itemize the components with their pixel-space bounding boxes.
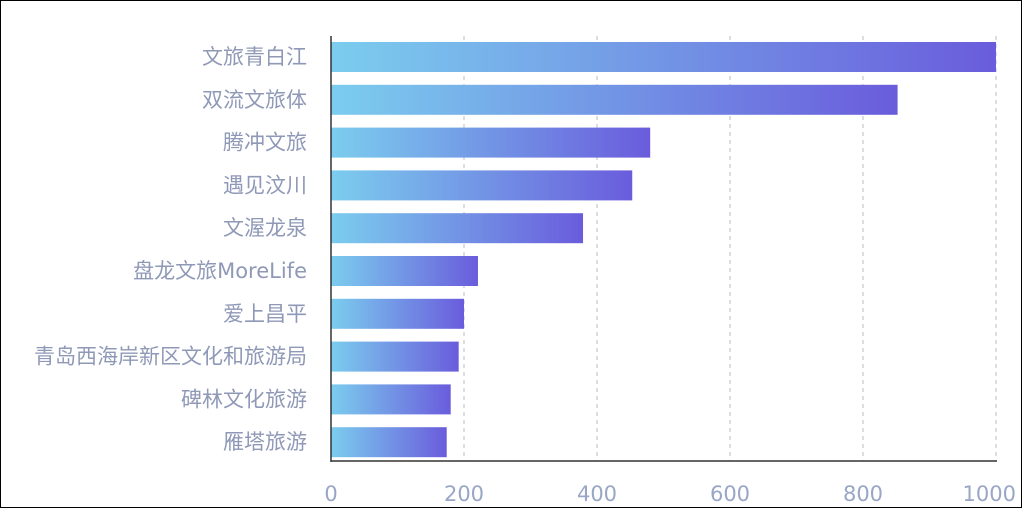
bar <box>331 84 898 115</box>
axes <box>330 36 997 462</box>
category-label: 腾冲文旅 <box>223 131 307 155</box>
category-label: 碑林文化旅游 <box>181 387 307 411</box>
x-tick-label: 0 <box>324 482 337 506</box>
bar <box>331 427 447 458</box>
bar <box>331 213 584 244</box>
bar <box>331 42 996 72</box>
x-tick-label: 400 <box>577 482 617 506</box>
bar <box>331 127 651 158</box>
x-tick-label: 600 <box>710 482 750 506</box>
category-label: 遇见汶川 <box>223 173 307 197</box>
category-label: 青岛西海岸新区文化和旅游局 <box>34 345 307 369</box>
x-tick-label: 800 <box>843 482 883 506</box>
category-label: 雁塔旅游 <box>223 430 307 454</box>
category-label: 双流文旅体 <box>202 88 307 112</box>
x-tick-labels: 0 200 400 600 800 1000 <box>324 482 1016 506</box>
category-label: 文渥龙泉 <box>223 216 307 240</box>
category-label: 文旅青白江 <box>202 45 307 69</box>
bar <box>331 384 451 415</box>
bar <box>331 341 459 372</box>
bars <box>331 42 996 458</box>
x-tick-label: 1000 <box>963 482 1016 506</box>
bar <box>331 256 478 286</box>
bar <box>331 170 633 201</box>
grid-lines <box>463 36 997 461</box>
category-label: 盘龙文旅MoreLife <box>133 259 307 283</box>
x-tick-label: 200 <box>444 482 484 506</box>
bar <box>331 298 464 329</box>
category-label: 爱上昌平 <box>223 302 307 326</box>
